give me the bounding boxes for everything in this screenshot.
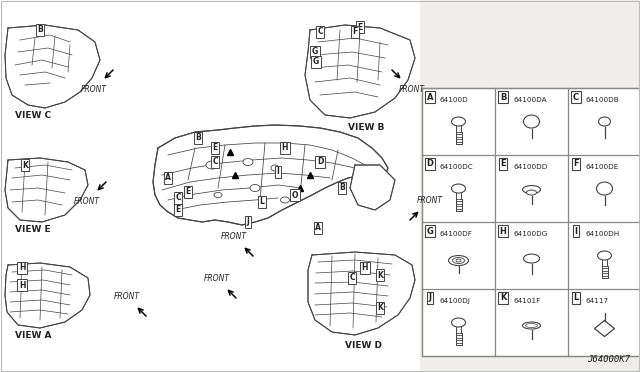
Text: C: C	[175, 193, 181, 202]
Ellipse shape	[449, 256, 468, 266]
Text: A: A	[315, 224, 321, 232]
Text: E: E	[357, 22, 363, 32]
Text: L: L	[260, 198, 264, 206]
Polygon shape	[308, 252, 415, 335]
Text: VIEW B: VIEW B	[348, 123, 385, 132]
Polygon shape	[153, 125, 388, 225]
Bar	[0, 0, 420, 372]
Text: 64100DC: 64100DC	[440, 164, 474, 170]
Ellipse shape	[243, 158, 253, 166]
Text: C: C	[349, 273, 355, 282]
Text: F: F	[353, 28, 358, 36]
Text: 64117: 64117	[586, 298, 609, 304]
Ellipse shape	[250, 185, 260, 192]
Polygon shape	[305, 25, 415, 118]
Text: 64100DJ: 64100DJ	[440, 298, 471, 304]
Text: 64101F: 64101F	[513, 298, 540, 304]
Text: H: H	[282, 144, 288, 153]
Text: K: K	[377, 304, 383, 312]
Text: J: J	[429, 294, 431, 302]
Ellipse shape	[451, 318, 465, 327]
Ellipse shape	[596, 182, 612, 195]
Text: 64100DA: 64100DA	[513, 97, 547, 103]
Ellipse shape	[214, 192, 222, 198]
Text: H: H	[500, 227, 506, 235]
Ellipse shape	[598, 251, 611, 260]
Text: C: C	[317, 28, 323, 36]
Text: A: A	[427, 93, 433, 102]
Text: B: B	[37, 26, 43, 35]
Text: C: C	[212, 157, 218, 167]
Polygon shape	[5, 25, 100, 108]
Text: F: F	[573, 160, 579, 169]
Ellipse shape	[598, 117, 611, 126]
Text: O: O	[292, 190, 298, 199]
Text: J64000K7: J64000K7	[587, 355, 630, 364]
Text: G: G	[427, 227, 433, 235]
Text: VIEW E: VIEW E	[15, 225, 51, 234]
Text: FRONT: FRONT	[417, 196, 443, 205]
Text: K: K	[377, 270, 383, 279]
Text: VIEW A: VIEW A	[15, 331, 51, 340]
Ellipse shape	[451, 117, 465, 126]
Ellipse shape	[522, 322, 541, 329]
Polygon shape	[5, 158, 88, 222]
Text: VIEW C: VIEW C	[15, 111, 51, 120]
Polygon shape	[5, 263, 90, 328]
Ellipse shape	[524, 254, 540, 263]
Text: 64100DB: 64100DB	[586, 97, 620, 103]
Ellipse shape	[527, 190, 536, 195]
Text: I: I	[575, 227, 577, 235]
Polygon shape	[350, 165, 395, 210]
Text: K: K	[500, 294, 506, 302]
Text: FRONT: FRONT	[399, 85, 424, 94]
Text: D: D	[317, 157, 323, 167]
Text: G: G	[312, 48, 318, 57]
Text: K: K	[22, 160, 28, 170]
Text: H: H	[362, 263, 368, 273]
Text: I: I	[276, 167, 280, 176]
Bar	[422, 88, 640, 356]
Text: B: B	[339, 183, 345, 192]
Text: VIEW D: VIEW D	[345, 341, 382, 350]
Text: H: H	[19, 263, 25, 273]
Ellipse shape	[525, 324, 538, 327]
Text: 64100DE: 64100DE	[586, 164, 620, 170]
Ellipse shape	[451, 184, 465, 193]
Text: B: B	[195, 134, 201, 142]
Text: E: E	[186, 187, 191, 196]
Text: E: E	[175, 205, 180, 215]
Text: FRONT: FRONT	[204, 274, 229, 283]
Ellipse shape	[522, 186, 541, 193]
Text: FRONT: FRONT	[113, 292, 140, 301]
Ellipse shape	[456, 259, 461, 262]
Ellipse shape	[206, 161, 218, 169]
Text: L: L	[573, 294, 579, 302]
Text: A: A	[165, 173, 171, 183]
Text: G: G	[313, 58, 319, 67]
Text: 64100DH: 64100DH	[586, 231, 620, 237]
Text: H: H	[19, 280, 25, 289]
Text: J: J	[246, 218, 250, 227]
Text: 64100DG: 64100DG	[513, 231, 547, 237]
Text: 64100D: 64100D	[440, 97, 468, 103]
Text: D: D	[426, 160, 433, 169]
Text: FRONT: FRONT	[74, 197, 99, 206]
Text: E: E	[212, 144, 218, 153]
Text: FRONT: FRONT	[220, 232, 246, 241]
Text: FRONT: FRONT	[81, 85, 106, 94]
Text: C: C	[573, 93, 579, 102]
Ellipse shape	[280, 197, 289, 203]
Ellipse shape	[271, 165, 279, 171]
Ellipse shape	[524, 115, 540, 128]
Text: 64100DF: 64100DF	[440, 231, 473, 237]
Ellipse shape	[452, 257, 465, 263]
Text: E: E	[500, 160, 506, 169]
Text: 64100DD: 64100DD	[513, 164, 547, 170]
Text: B: B	[500, 93, 506, 102]
